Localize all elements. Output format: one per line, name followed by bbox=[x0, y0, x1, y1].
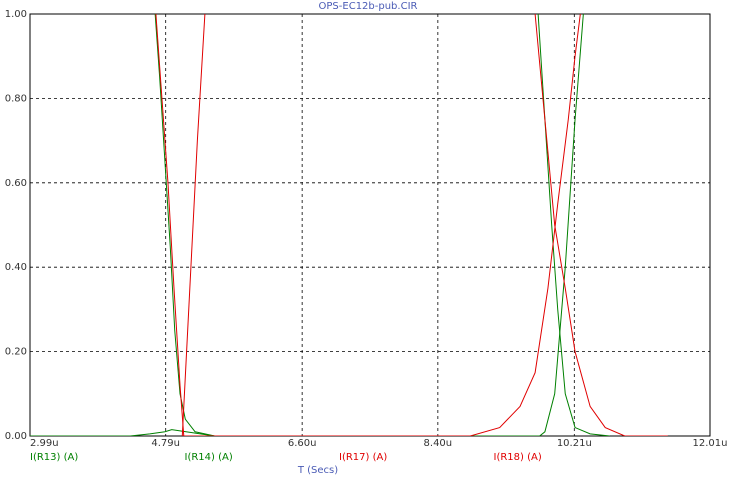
series-line bbox=[154, 14, 610, 436]
x-axis-label: T (Secs) bbox=[297, 465, 338, 476]
y-tick-label: 0.00 bbox=[5, 431, 27, 442]
plot-frame bbox=[29, 13, 711, 437]
y-tick-label: 1.00 bbox=[5, 9, 27, 20]
legend-label: I(R17) (A) bbox=[339, 452, 387, 463]
legend-label: I(R13) (A) bbox=[30, 452, 78, 463]
y-tick-label: 0.20 bbox=[5, 347, 27, 358]
x-tick-label: 12.01u bbox=[693, 438, 728, 449]
legend-label: I(R14) (A) bbox=[185, 452, 233, 463]
series-line bbox=[181, 14, 668, 436]
y-tick-label: 0.60 bbox=[5, 178, 27, 189]
y-tick-label: 0.80 bbox=[5, 93, 27, 104]
legend-label: I(R18) (A) bbox=[494, 452, 542, 463]
x-tick-label: 4.79u bbox=[151, 438, 180, 449]
series-line bbox=[30, 14, 584, 436]
x-tick-label: 2.99u bbox=[30, 438, 59, 449]
x-tick-label: 10.21u bbox=[557, 438, 592, 449]
x-tick-label: 6.60u bbox=[288, 438, 317, 449]
x-tick-label: 8.40u bbox=[424, 438, 453, 449]
series-line bbox=[155, 14, 581, 436]
chart-title: OPS-EC12b-pub.CIR bbox=[319, 1, 418, 12]
y-tick-label: 0.40 bbox=[5, 262, 27, 273]
